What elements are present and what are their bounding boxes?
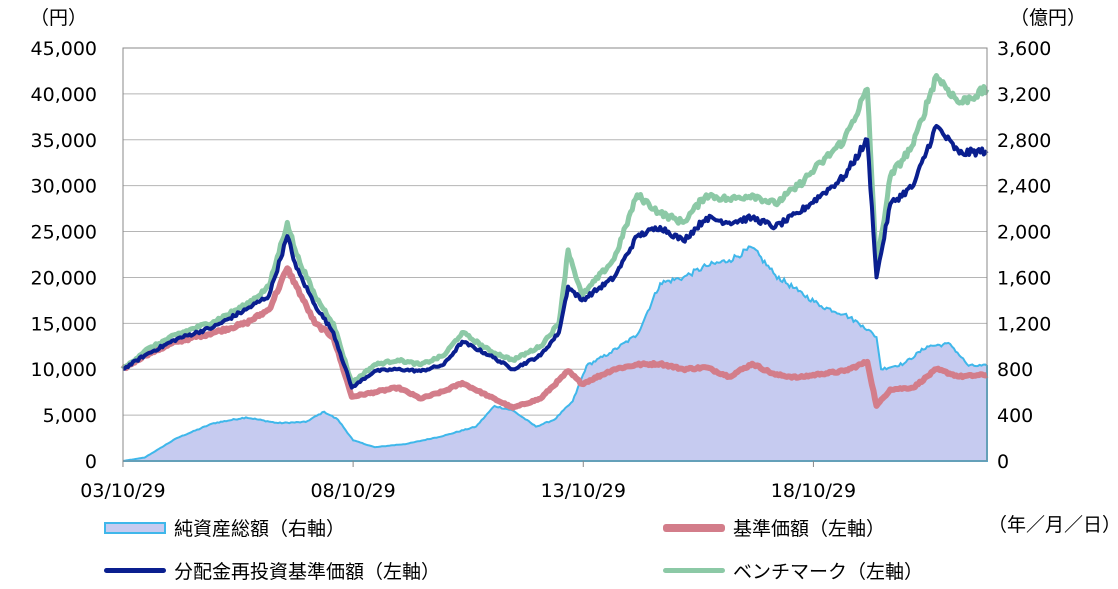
gridlines (123, 93, 987, 416)
series-area-net-assets (122, 245, 988, 462)
right-tick-label: 2,400 (997, 176, 1051, 198)
date-format-note: （年／月／日） (988, 514, 1118, 536)
legend-item-reinvested-nav: 分配金再投資基準価額（左軸） (104, 557, 440, 584)
series-line-nav (120, 265, 989, 411)
right-tick-label: 3,600 (997, 38, 1051, 60)
series-line-reinvested-nav (122, 124, 989, 390)
x-tick-label: 13/10/29 (541, 480, 626, 502)
legend-item-nav: 基準価額（左軸） (663, 514, 885, 541)
left-tick-label: 0 (85, 451, 97, 473)
legend-swatch-nav (663, 523, 725, 532)
x-tick-label: 03/10/29 (80, 480, 165, 502)
legend-swatch-net-assets (104, 521, 166, 534)
right-tick-label: 400 (997, 405, 1033, 427)
right-tick-label: 3,200 (997, 84, 1051, 106)
left-axis-ticks: 0 5,000 10,000 15,000 20,000 25,000 30,000 35,0… (31, 38, 97, 473)
legend-label-benchmark: ベンチマーク（左軸） (733, 561, 924, 583)
left-tick-label: 45,000 (31, 38, 97, 60)
x-tick-label: 18/10/29 (771, 480, 856, 502)
right-tick-label: 2,800 (997, 130, 1051, 152)
left-axis-unit: （円） (30, 7, 87, 29)
right-axis-ticks: 0 400 800 1,200 1,600 2,000 2,400 2,800 3,200 3,6… (997, 38, 1051, 473)
left-tick-label: 35,000 (31, 130, 97, 152)
left-tick-label: 5,000 (43, 405, 97, 427)
right-tick-label: 2,000 (997, 222, 1051, 244)
right-tick-label: 0 (997, 451, 1009, 473)
plot-frame (122, 47, 988, 462)
right-axis-unit: （億円） (1010, 7, 1086, 29)
right-tick-label: 1,200 (997, 313, 1051, 335)
right-tick-label: 800 (997, 359, 1033, 381)
left-tick-label: 15,000 (31, 313, 97, 335)
left-tick-label: 40,000 (31, 84, 97, 106)
x-tick-label: 08/10/29 (310, 480, 395, 502)
legend-item-net-assets: 純資産総額（右軸） (104, 514, 345, 541)
legend-swatch-reinvested-nav (104, 568, 166, 573)
legend-label-nav: 基準価額（左軸） (733, 518, 886, 540)
series-line-benchmark (120, 73, 990, 386)
legend-swatch-benchmark (663, 568, 725, 573)
legend-label-reinvested-nav: 分配金再投資基準価額（左軸） (174, 561, 441, 583)
legend-label-net-assets: 純資産総額（右軸） (174, 518, 346, 540)
left-tick-label: 10,000 (31, 359, 97, 381)
left-tick-label: 20,000 (31, 267, 97, 289)
x-axis-ticks: 03/10/29 08/10/29 13/10/29 18/10/29 (80, 461, 856, 502)
plot-area (120, 73, 990, 462)
right-tick-label: 1,600 (997, 267, 1051, 289)
left-tick-label: 30,000 (31, 176, 97, 198)
legend-item-benchmark: ベンチマーク（左軸） (663, 557, 923, 584)
left-tick-label: 25,000 (31, 222, 97, 244)
